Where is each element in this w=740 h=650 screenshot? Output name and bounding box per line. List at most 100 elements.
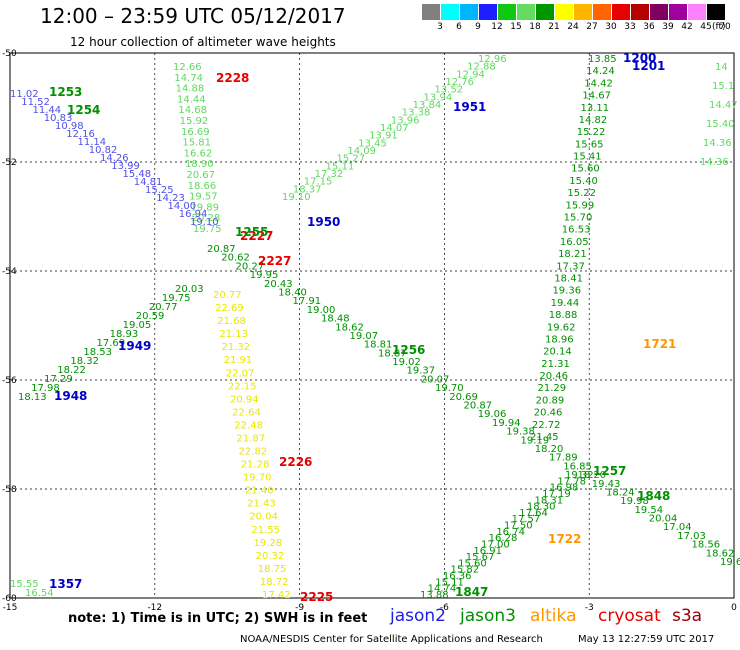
wave-height-label: 15.25 [145, 185, 174, 196]
wave-height-label: 18.66 [188, 181, 217, 192]
scale-swatch [707, 4, 725, 20]
wave-height-label: 22.82 [239, 447, 268, 458]
wave-height-label: 18.48 [321, 314, 350, 325]
wave-height-label: 14.07 [380, 123, 409, 134]
wave-height-label: 11.52 [21, 97, 50, 108]
wave-height-label: 17.69 [97, 338, 126, 349]
lat-label: -50 [2, 49, 17, 59]
legend-altika: altika [530, 606, 577, 626]
wave-height-label: 16.91 [473, 546, 502, 557]
wave-height-label: 20.04 [249, 512, 278, 523]
wave-height-label: 19.62 [547, 322, 576, 333]
wave-height-label: 15.81 [182, 138, 211, 149]
scale-swatch [631, 4, 649, 20]
time-label: 1253 [49, 85, 82, 99]
wave-height-label: 15.82 [451, 565, 480, 576]
page-title: 12:00 – 23:59 UTC 05/12/2017 [40, 4, 346, 28]
wave-height-label: 12.94 [456, 69, 485, 80]
lon-label: -15 [3, 603, 18, 613]
scale-label: 18 [529, 22, 541, 32]
wave-height-label: 22.48 [234, 420, 263, 431]
wave-height-label: 18.56 [692, 540, 721, 551]
wave-height-label: 16.94 [179, 209, 208, 220]
wave-height-label: 20.03 [175, 284, 204, 295]
time-label: 1948 [54, 389, 87, 403]
wave-height-label: 16.74 [496, 527, 525, 538]
wave-height-label: 15.40 [706, 119, 735, 130]
wave-height-label: 20.67 [186, 170, 215, 181]
wave-height-label: 11.44 [33, 105, 62, 116]
wave-height-label: 18.62 [706, 548, 735, 559]
scale-label: 3 [437, 22, 443, 32]
wave-height-label: 17.32 [315, 169, 344, 180]
lon-label: -12 [147, 603, 162, 613]
wave-height-label: 20.89 [536, 395, 565, 406]
wave-height-label: 18.37 [293, 184, 322, 195]
lat-label: -52 [2, 158, 17, 168]
wave-height-label: 14.36 [700, 157, 729, 168]
wave-height-label: 14.36 [703, 138, 732, 149]
wave-height-label: 12.66 [173, 62, 202, 73]
scale-label: 15 [510, 22, 522, 32]
wave-height-label: 18.40 [278, 287, 307, 298]
time-label: 1254 [67, 103, 100, 117]
wave-height-label: 18.31 [534, 495, 563, 506]
wave-height-label: 14.44 [177, 94, 206, 105]
wave-height-label: 21.87 [236, 433, 265, 444]
wave-height-label: 15.92 [180, 116, 209, 127]
wave-height-label: 18.88 [549, 310, 578, 321]
lon-label: 0 [731, 603, 737, 613]
wave-height-label: 19.43 [592, 479, 621, 490]
wave-height-label: 19.10 [190, 217, 219, 228]
wave-height-label: 16.28 [489, 533, 518, 544]
time-label: 2226 [279, 455, 312, 469]
wave-height-label: 19.95 [250, 270, 279, 281]
wave-height-label: 19.06 [478, 409, 507, 420]
wave-height-label: 12.76 [445, 77, 474, 88]
time-label: 2227 [240, 229, 273, 243]
wave-height-label: 14.26 [100, 153, 129, 164]
wave-height-label: 19.00 [307, 305, 336, 316]
wave-height-label: 17.98 [31, 383, 60, 394]
wave-height-label: 19.75 [193, 224, 222, 235]
wave-height-label: 21.55 [251, 525, 280, 536]
wave-height-label: 15.27 [336, 154, 365, 165]
wave-height-label: 14.24 [586, 66, 615, 77]
time-label: 1201 [632, 59, 665, 73]
wave-height-label: 20.46 [539, 371, 568, 382]
scale-swatch [688, 4, 706, 20]
wave-height-label: 14.67 [582, 91, 611, 102]
wave-height-label: 17.37 [556, 261, 585, 272]
wave-height-label: 19.02 [392, 357, 421, 368]
scale-swatch [574, 4, 592, 20]
wave-height-label: 20.04 [649, 514, 678, 525]
wave-height-label: 21.43 [247, 499, 276, 510]
scale-label: 9 [475, 22, 481, 32]
wave-height-label: 19.94 [492, 418, 521, 429]
wave-height-label: 15.67 [466, 552, 495, 563]
wave-height-label: 18.75 [258, 564, 287, 575]
scale-swatch [441, 4, 459, 20]
wave-height-label: 21.29 [537, 383, 566, 394]
wave-height-label: 21.40 [245, 486, 274, 497]
wave-height-label: 19.6 [720, 557, 740, 568]
wave-height-label: 19.28 [253, 538, 282, 549]
map-frame [9, 52, 735, 599]
scale-swatch [479, 4, 497, 20]
wave-height-label: 18.21 [558, 249, 587, 260]
wave-height-label: 15.70 [564, 213, 593, 224]
wave-height-label: 13.94 [424, 92, 453, 103]
wave-height-label: 15.11 [326, 161, 355, 172]
wave-height-label: 19.70 [243, 473, 272, 484]
wave-height-label: 18.81 [364, 340, 393, 351]
wave-height-label: 19.37 [407, 366, 436, 377]
wave-height-label: 22.72 [532, 420, 561, 431]
time-label: 1949 [118, 339, 151, 353]
wave-height-label: 14.42 [584, 78, 613, 89]
wave-height-label: 22.69 [215, 303, 244, 314]
wave-height-label: 17.78 [557, 476, 586, 487]
time-label: 1256 [392, 343, 425, 357]
wave-height-label: 11.02 [10, 89, 39, 100]
wave-height-label: 12.88 [467, 62, 496, 73]
